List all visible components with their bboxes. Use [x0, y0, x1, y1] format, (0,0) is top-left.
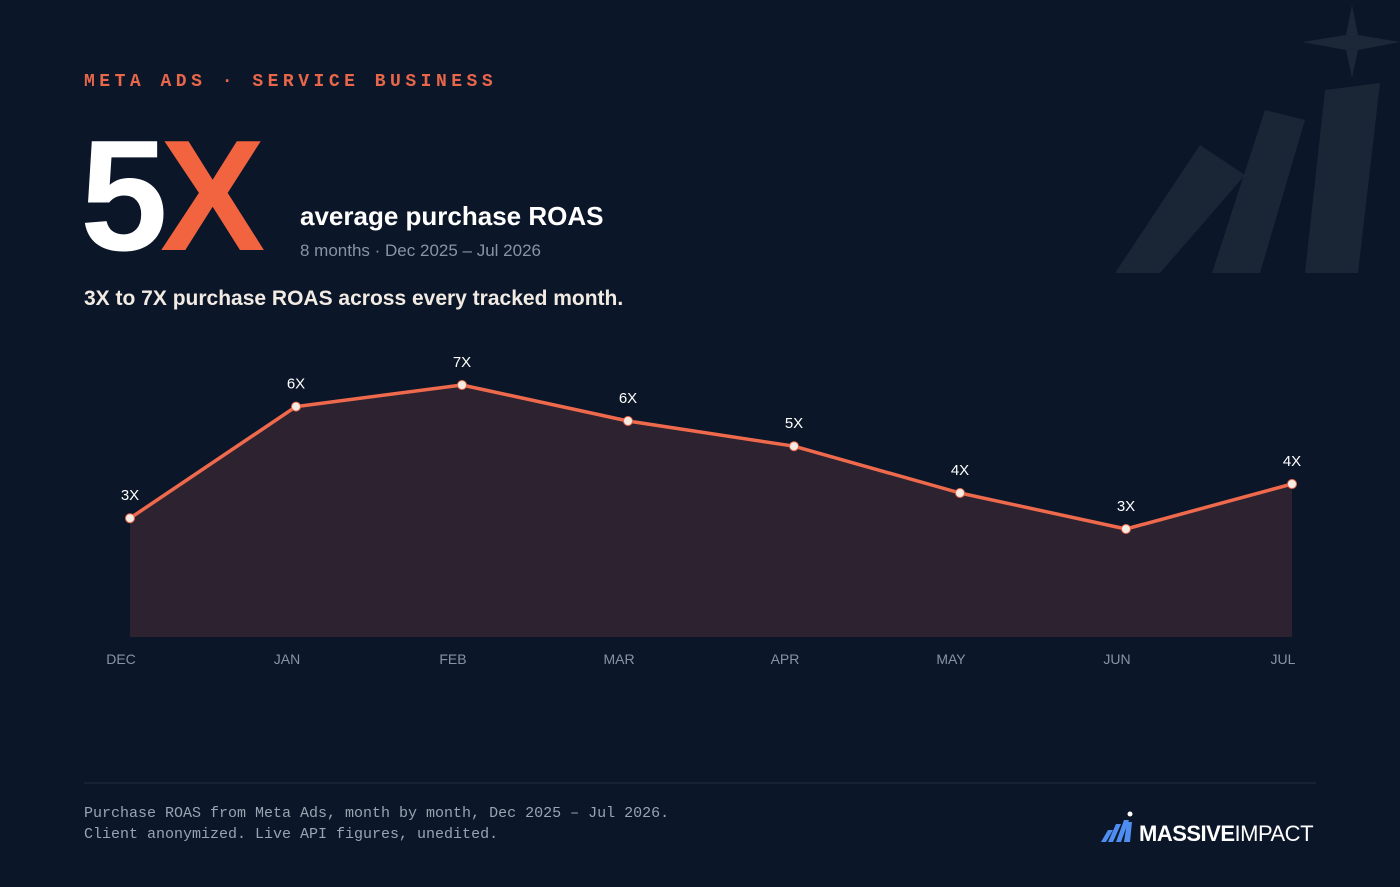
headline-label: average purchase ROAS — [300, 201, 603, 231]
point — [1121, 524, 1131, 534]
area — [130, 385, 1292, 637]
brand-bold: MASSIVE — [1139, 821, 1235, 846]
brand-light: IMPACT — [1235, 821, 1314, 846]
x-tick-label: JAN — [274, 651, 300, 667]
x-tick-label: MAR — [603, 651, 634, 667]
x-tick-label: APR — [771, 651, 800, 667]
x-tick-label: DEC — [106, 651, 136, 667]
headline-number: 5 — [80, 108, 164, 284]
headline-sub: 8 months · Dec 2025 – Jul 2026 — [300, 241, 541, 260]
value-label: 6X — [619, 390, 637, 407]
point — [623, 416, 633, 426]
footer-note: Client anonymized. Live API figures, une… — [84, 826, 498, 843]
x-tick-label: MAY — [936, 651, 966, 667]
value-label: 6X — [287, 376, 305, 393]
point — [457, 380, 467, 390]
value-label: 4X — [1283, 453, 1301, 470]
brand-icon — [1101, 811, 1133, 842]
headline-suffix: X — [160, 108, 264, 284]
point — [1287, 479, 1297, 489]
headline: 5X — [80, 108, 264, 284]
value-label: 5X — [785, 415, 803, 432]
point — [291, 401, 301, 412]
x-tick-label: FEB — [439, 651, 466, 667]
value-label: 7X — [453, 354, 471, 371]
value-label: 3X — [121, 487, 139, 504]
value-label: 4X — [951, 462, 969, 479]
x-tick-label: JUN — [1103, 651, 1130, 667]
point — [789, 441, 799, 452]
x-tick-label: JUL — [1271, 651, 1296, 667]
line — [129, 383, 1293, 531]
point — [955, 488, 965, 498]
point — [125, 513, 135, 524]
brand: MASSIVEIMPACT — [1139, 821, 1313, 846]
plot: 3X 6X 7X 6X 5X 4X 3X 4X DEC JAN FEB MAR APR MAY JUN JUL — [106, 354, 1301, 667]
summary: 3X to 7X purchase ROAS across every trac… — [84, 287, 623, 310]
eyebrow: META ADS · SERVICE BUSINESS — [84, 72, 497, 92]
footer-note: Purchase ROAS from Meta Ads, month by mo… — [84, 805, 669, 822]
decor-bars — [1115, 5, 1400, 273]
value-label: 3X — [1117, 498, 1135, 515]
